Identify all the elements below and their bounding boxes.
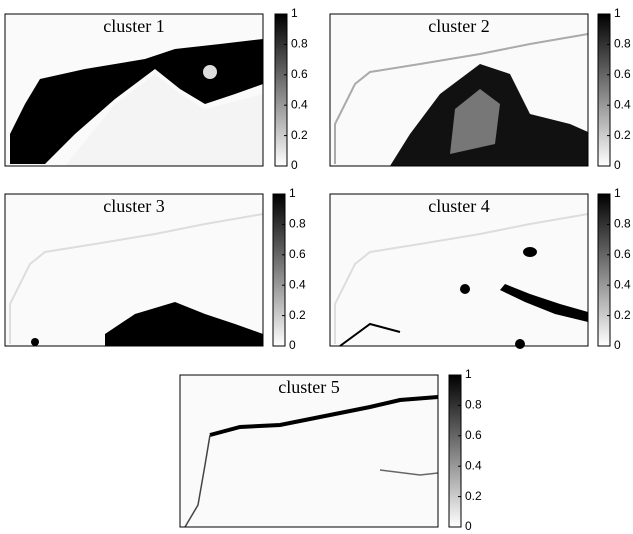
colorbar-tick-label: 0.6: [289, 247, 306, 261]
panel: cluster 3: [4, 193, 264, 347]
panel: cluster 2: [329, 13, 589, 167]
plot-frame: [329, 193, 589, 347]
colorbar: [597, 193, 611, 347]
colorbar-tick-label: 1: [614, 186, 621, 200]
outline: [9, 213, 264, 344]
colorbar-tick-label: 0.2: [614, 128, 631, 142]
colorbar-tick-label: 0.6: [614, 247, 631, 261]
panel: cluster 4: [329, 193, 589, 349]
colorbar-tick-label: 0: [614, 338, 621, 352]
colorbar-tick-label: 0.2: [289, 308, 306, 322]
plot-frame: [329, 13, 589, 167]
region: [209, 395, 439, 437]
region: [65, 74, 263, 166]
plot-frame: [179, 374, 439, 528]
panel: cluster 5: [179, 374, 439, 528]
colorbar-tick-label: 0.2: [614, 308, 631, 322]
region: [31, 338, 39, 346]
colorbar-tick-label: 0.4: [614, 277, 631, 291]
outline: [334, 213, 589, 344]
colorbar-tick-label: 0.6: [465, 428, 482, 442]
colorbar-tick-label: 1: [465, 367, 472, 381]
colorbar-tick-label: 0: [289, 338, 296, 352]
colorbar-tick-label: 0.8: [465, 398, 482, 412]
colorbar-tick-label: 1: [614, 6, 621, 20]
colorbar: [274, 13, 288, 167]
outline: [379, 469, 439, 476]
colorbar-tick-label: 0.6: [291, 67, 308, 81]
colorbar: [272, 193, 286, 347]
colorbar-tick-label: 0.2: [465, 489, 482, 503]
colorbar-tick-label: 0.4: [614, 97, 631, 111]
outline: [334, 33, 589, 164]
panel-title: cluster 2: [428, 16, 489, 36]
colorbar-tick-label: 0.8: [289, 217, 306, 231]
colorbar-tick-label: 0.8: [614, 37, 631, 51]
plot-frame: [4, 193, 264, 347]
colorbar-tick-label: 1: [289, 186, 296, 200]
panel-title: cluster 5: [278, 377, 339, 397]
panel-title: cluster 1: [103, 16, 164, 36]
colorbar-tick-label: 0.8: [614, 217, 631, 231]
colorbar-tick-label: 0: [291, 158, 298, 172]
outline: [184, 434, 211, 528]
region: [450, 89, 500, 154]
colorbar-tick-label: 0: [614, 158, 621, 172]
colorbar-tick-label: 0.2: [291, 128, 308, 142]
region: [339, 322, 401, 347]
panel: cluster 1: [4, 13, 264, 167]
region: [105, 302, 263, 346]
colorbar: [597, 13, 611, 167]
panel-title: cluster 3: [103, 196, 164, 216]
plot-frame: [4, 13, 264, 167]
plot-area: [330, 194, 588, 346]
region: [500, 284, 588, 322]
plot-area: [180, 375, 438, 527]
colorbar-tick-label: 0.4: [465, 458, 482, 472]
colorbar-tick-label: 1: [291, 6, 298, 20]
colorbar-tick-label: 0: [465, 519, 472, 533]
colorbar: [448, 374, 462, 528]
region: [523, 247, 537, 257]
colorbar-tick-label: 0.4: [289, 277, 306, 291]
colorbar-tick-label: 0.4: [291, 97, 308, 111]
region: [460, 284, 470, 294]
colorbar-tick-label: 0.6: [614, 67, 631, 81]
region: [10, 39, 263, 164]
region: [203, 65, 217, 79]
panel-title: cluster 4: [428, 196, 489, 216]
colorbar-tick-label: 0.8: [291, 37, 308, 51]
region: [515, 339, 525, 349]
